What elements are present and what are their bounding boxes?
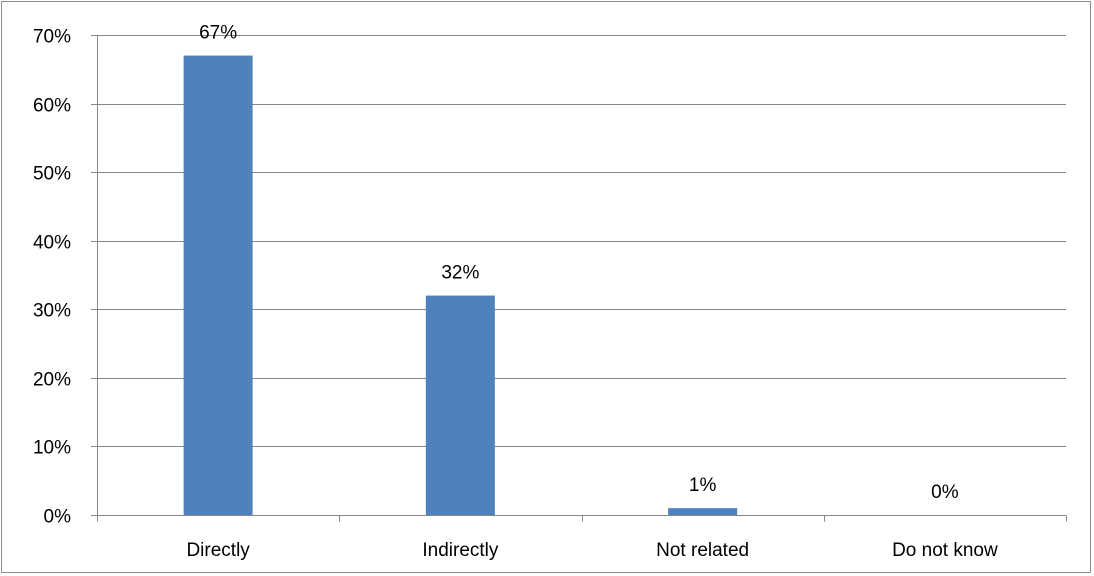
- x-category-label: Directly: [186, 540, 250, 561]
- bar: [425, 295, 495, 515]
- y-tick-label: 60%: [33, 96, 71, 117]
- data-label: 0%: [931, 482, 959, 503]
- x-category-label: Indirectly: [422, 540, 499, 561]
- data-label: 67%: [199, 23, 237, 44]
- y-tick-label: 0%: [44, 507, 72, 528]
- y-tick-label: 10%: [33, 438, 71, 459]
- y-tick-label: 30%: [33, 301, 71, 322]
- y-tick-label: 20%: [33, 370, 71, 391]
- bar: [668, 508, 738, 515]
- y-tick-label: 70%: [33, 27, 71, 48]
- y-tick-label: 40%: [33, 233, 71, 254]
- bar: [183, 55, 253, 515]
- data-label: 32%: [441, 263, 479, 284]
- data-label: 1%: [689, 475, 717, 496]
- y-tick-label: 50%: [33, 164, 71, 185]
- x-category-label: Do not know: [892, 540, 998, 561]
- x-category-label: Not related: [656, 540, 749, 561]
